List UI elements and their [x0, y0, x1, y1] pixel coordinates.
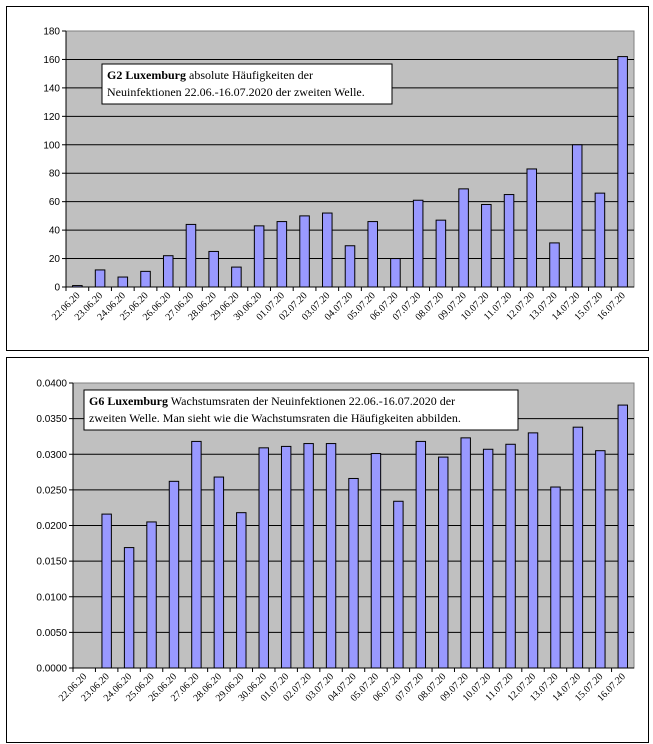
- bar-02.07.20: [303, 443, 314, 669]
- y-tick-label: 0.0400: [36, 379, 67, 390]
- y-tick-label: 80: [49, 169, 61, 180]
- bar-08.07.20: [435, 219, 447, 288]
- bar-07.07.20: [415, 440, 427, 669]
- bar-26.06.20: [168, 480, 180, 669]
- annotation-bold: G6 Luxemburg: [89, 394, 168, 408]
- y-tick-label: 120: [43, 112, 60, 123]
- annotation-line-2: zweiten Welle. Man sieht wie die Wachstu…: [89, 411, 461, 425]
- bar-13.07.20: [550, 486, 561, 669]
- bar-04.07.20: [348, 477, 359, 669]
- y-tick-label: 180: [43, 27, 60, 38]
- bar-09.07.20: [458, 188, 469, 288]
- bar-27.06.20: [185, 223, 197, 288]
- y-tick-label: 0.0250: [36, 485, 67, 496]
- bar-25.06.20: [146, 521, 157, 669]
- bar-26.06.20: [162, 255, 174, 288]
- bar-05.07.20: [370, 453, 382, 669]
- bar-29.06.20: [236, 512, 247, 669]
- bar-22.06.20: [72, 285, 83, 288]
- bar-11.07.20: [503, 194, 515, 288]
- bar-03.07.20: [322, 212, 333, 288]
- bar-14.07.20: [572, 426, 584, 669]
- bar-27.06.20: [191, 440, 202, 669]
- chart-g2-absolute: 02040608010012014016018022.06.2023.06.20…: [43, 27, 635, 323]
- annotation-text-1: absolute Häufigkeiten der: [186, 68, 313, 82]
- bar-25.06.20: [140, 270, 151, 288]
- bar-01.07.20: [276, 221, 288, 288]
- bar-12.07.20: [526, 168, 538, 288]
- bar-16.07.20: [617, 404, 628, 669]
- bar-23.06.20: [94, 269, 106, 288]
- bar-14.07.20: [571, 144, 583, 288]
- bar-28.06.20: [208, 250, 219, 288]
- bar-24.06.20: [123, 547, 135, 669]
- bar-30.06.20: [253, 225, 265, 288]
- y-tick-label: 0.0150: [36, 557, 67, 568]
- bar-13.07.20: [549, 242, 560, 288]
- annotation-bold: G2 Luxemburg: [107, 68, 186, 82]
- bar-02.07.20: [299, 215, 310, 288]
- chart-g6-growth: 0.0000 0.0050 0.0100 0.0150 0.0200 0.0250 0.03…: [36, 379, 635, 704]
- bar-24.06.20: [117, 276, 129, 288]
- bar-12.07.20: [527, 432, 539, 669]
- y-tick-label: 0: [54, 283, 60, 294]
- y-tick-label: 0.0000: [36, 664, 67, 675]
- bar-16.07.20: [617, 56, 628, 288]
- bar-10.07.20: [481, 204, 492, 288]
- bar-07.07.20: [412, 199, 424, 288]
- bar-04.07.20: [344, 245, 356, 288]
- bar-15.07.20: [595, 450, 606, 669]
- y-tick-label: 0.0300: [36, 450, 67, 461]
- y-tick-label: 0.0100: [36, 592, 67, 603]
- y-tick-label: 0.0050: [36, 628, 67, 639]
- y-tick-label: 60: [49, 197, 61, 208]
- annotation-text-1: Wachstumsraten der Neuinfektionen 22.06.…: [168, 394, 455, 408]
- bar-15.07.20: [594, 192, 606, 288]
- y-tick-label: 0.0350: [36, 414, 67, 425]
- bar-03.07.20: [325, 443, 337, 669]
- annotation-box: [83, 389, 519, 431]
- bar-06.07.20: [393, 500, 404, 669]
- bar-01.07.20: [280, 445, 292, 669]
- bar-09.07.20: [460, 437, 471, 669]
- bar-10.07.20: [482, 448, 494, 669]
- y-tick-label: 40: [49, 226, 61, 237]
- annotation-line-1: G2 Luxemburg absolute Häufigkeiten der: [107, 68, 313, 82]
- bar-11.07.20: [505, 443, 516, 669]
- y-tick-label: 0.0200: [36, 521, 67, 532]
- annotation-line-1: G6 Luxemburg Wachstumsraten der Neuinfek…: [89, 394, 455, 408]
- bar-29.06.20: [231, 266, 242, 288]
- bar-06.07.20: [390, 258, 401, 288]
- bar-08.07.20: [438, 456, 449, 669]
- bar-28.06.20: [213, 476, 225, 669]
- chart-panel-g6: 0.0000 0.0050 0.0100 0.0150 0.0200 0.0250 0.03…: [6, 357, 649, 743]
- bar-05.07.20: [367, 221, 378, 288]
- bar-23.06.20: [101, 513, 112, 669]
- y-tick-label: 100: [43, 140, 60, 151]
- y-tick-label: 20: [49, 254, 61, 265]
- bar-30.06.20: [258, 447, 269, 669]
- y-tick-label: 140: [43, 83, 60, 94]
- y-tick-label: 160: [43, 55, 60, 66]
- annotation-line-2: Neuinfektionen 22.06.-16.07.2020 der zwe…: [107, 85, 365, 99]
- chart-panel-g2: 0 20 40 60 80 100 120 140 160 180 22.06.20 23.06.20…: [6, 6, 649, 351]
- annotation-box: [101, 63, 393, 105]
